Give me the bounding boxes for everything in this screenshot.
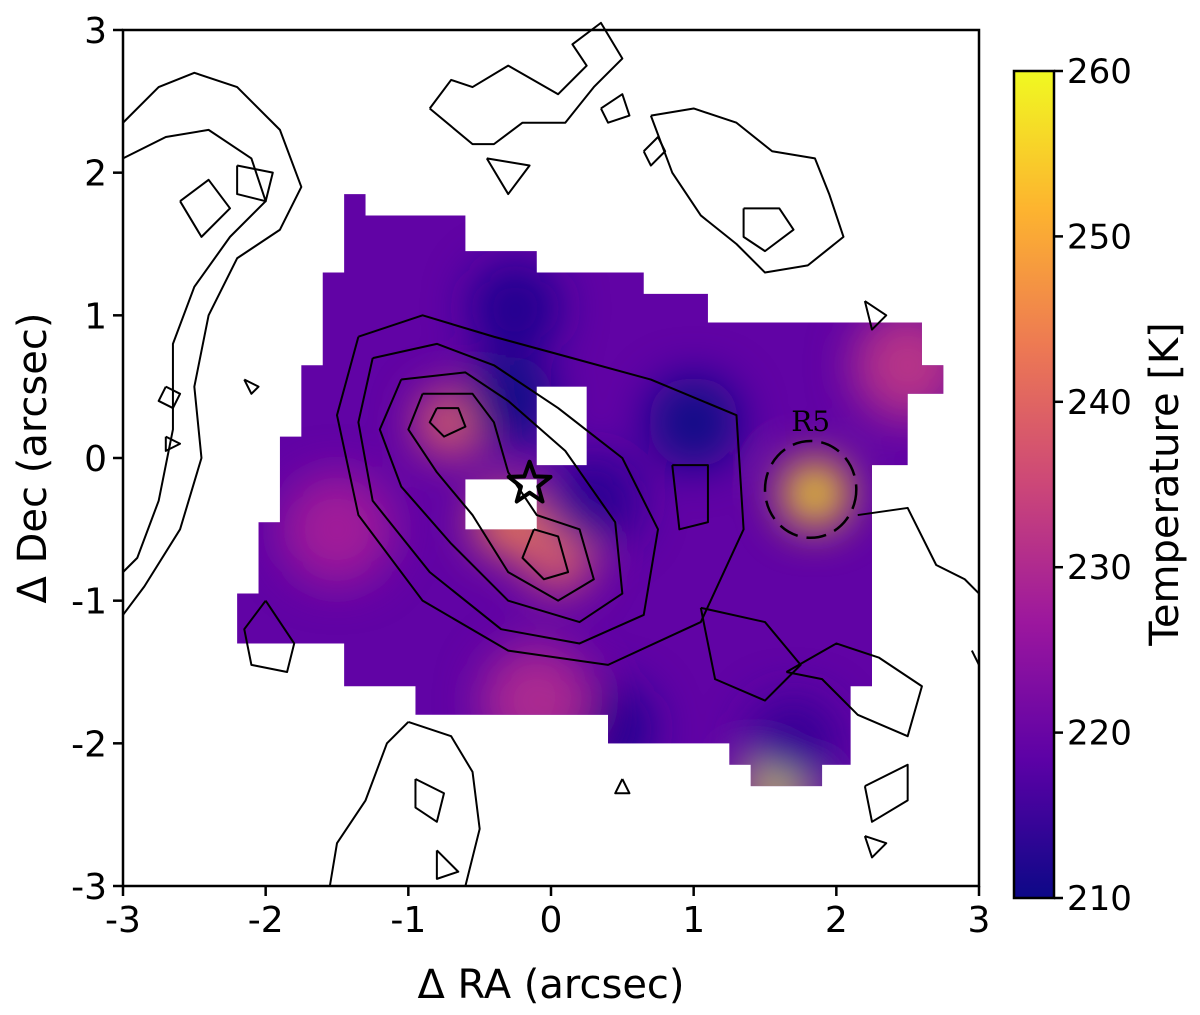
x-tick-label: -2 (248, 900, 284, 941)
x-tick-label: 3 (968, 900, 991, 941)
colorbar-label: Temperature [K] (1142, 322, 1188, 647)
x-axis: -3 -2 -1 0 1 2 3 (105, 886, 990, 941)
colorbar: 210 220 230 240 250 260 Temperature [K] (1012, 52, 1188, 919)
contour-line (742, 207, 795, 253)
contour-line (122, 128, 267, 573)
region-circle (763, 439, 858, 540)
x-tick-label: 2 (825, 900, 848, 941)
contours (122, 21, 980, 887)
contour-line (671, 464, 709, 531)
contour-line (243, 378, 260, 395)
colorbar-tick-label: 220 (1067, 714, 1132, 754)
y-tick-label: 0 (84, 439, 107, 480)
y-tick-label: -2 (71, 724, 107, 765)
contour-line (857, 506, 980, 595)
temperature-feature (647, 376, 740, 469)
y-axis: -3 -2 -1 0 1 2 3 (71, 11, 123, 908)
contour-line (600, 93, 631, 124)
contour-line (642, 136, 667, 167)
contour-line (863, 835, 888, 859)
contour-line (236, 164, 274, 203)
contour-line (243, 600, 296, 673)
colorbar-tick-label: 250 (1067, 217, 1132, 257)
contour-line (336, 314, 745, 666)
x-axis-label: Δ RA (arcsec) (417, 962, 684, 1008)
markers: R5 (506, 405, 858, 540)
y-tick-label: 1 (84, 296, 107, 337)
contour-line (614, 778, 631, 795)
colorbar-tick-label: 260 (1067, 52, 1132, 92)
contour-line (435, 849, 460, 880)
contour-line (485, 157, 531, 196)
contour-line (863, 300, 888, 331)
contour-line (357, 342, 659, 645)
x-tick-label: 1 (682, 900, 705, 941)
y-tick-label: 3 (84, 11, 107, 52)
contour-line (863, 763, 909, 823)
contour-line (122, 71, 303, 616)
y-tick-label: 2 (84, 154, 107, 195)
y-tick-label: -1 (71, 582, 107, 623)
temperature-feature (780, 459, 849, 528)
contour-line (649, 107, 845, 274)
colorbar-tick-label: 240 (1067, 383, 1132, 423)
temperature-feature (469, 262, 562, 355)
temperature-feature (547, 454, 640, 547)
region-label: R5 (791, 405, 830, 438)
contour-line (179, 178, 231, 238)
temperature-feature (282, 474, 392, 585)
colorbar-tick-label: 210 (1067, 879, 1132, 919)
contour-line (521, 528, 570, 581)
contour-line (328, 721, 410, 887)
contour-line (157, 385, 182, 410)
contour-line (785, 642, 923, 738)
contour-line (428, 407, 467, 438)
colorbar-gradient (1012, 69, 1056, 900)
contour-line (378, 371, 624, 624)
y-tick-label: -3 (71, 867, 107, 908)
y-axis-label: Δ Dec (arcsec) (10, 313, 56, 604)
contour-line (164, 435, 182, 452)
x-tick-label: -1 (390, 900, 426, 941)
contour-line (699, 606, 802, 702)
contour-line (414, 778, 445, 823)
temperature-feature (747, 697, 840, 787)
contour-line (407, 392, 595, 602)
colorbar-tick-label: 230 (1067, 548, 1132, 588)
contour-line (428, 21, 624, 146)
x-tick-label: 0 (540, 900, 563, 941)
x-tick-label: -3 (105, 900, 141, 941)
star-marker (506, 459, 553, 504)
contour-line (408, 720, 481, 887)
colorbar-ticks: 210 220 230 240 250 260 (1054, 52, 1132, 919)
